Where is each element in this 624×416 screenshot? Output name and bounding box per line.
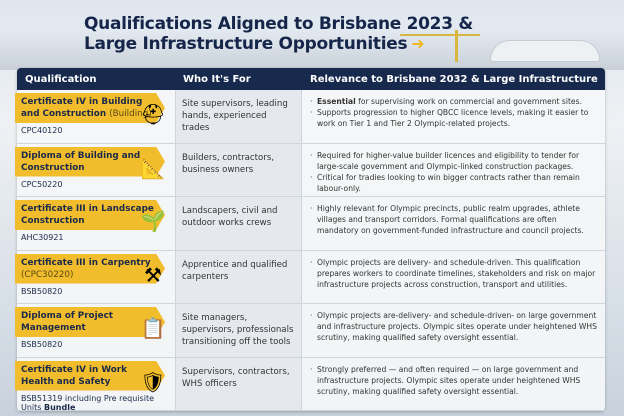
relevance-point: Highly relevant for Olympic precincts, p… <box>310 203 599 236</box>
relevance-point: Essential for supervising work on commer… <box>310 96 599 107</box>
qualification-banner: Diploma of Project Management <box>15 307 165 337</box>
qualification-subtitle: (CPC30220) <box>21 269 74 280</box>
hammer-saw-icon: ⚒ <box>144 262 162 287</box>
table-row: Diploma of Project Management 📋 BSB50820… <box>15 304 605 358</box>
header-who: Who It's For <box>183 73 251 85</box>
code-extra: Bundle <box>44 402 76 412</box>
point-emphasis: Essential <box>317 97 356 106</box>
qualification-code: CPC50220 <box>21 180 62 189</box>
code-text: CPC50220 <box>21 179 63 189</box>
qualification-banner: Certificate III in Landscape Constructio… <box>15 200 165 230</box>
point-text: Required for higher-value builder licenc… <box>317 150 580 171</box>
point-text: for supervising work on commercial and g… <box>355 97 582 106</box>
who-cell: Apprentice and qualified carpenters <box>175 250 302 303</box>
code-text: CPC40120 <box>21 126 63 135</box>
point-text: Strongly preferred — and often required … <box>317 364 581 396</box>
qualification-banner: Certificate III in Carpentry (CPC30220) <box>15 253 165 284</box>
relevance-point: Critical for tradies looking to win bigg… <box>310 172 599 194</box>
safety-shield-icon: 🛡 <box>140 369 166 394</box>
qualification-cell: Diploma of Project Management 📋 BSB50820 <box>15 304 175 357</box>
table-header: Qualification Who It's For Relevance to … <box>17 68 605 90</box>
qualification-cell: Diploma of Building and Construction 📐 C… <box>15 144 175 197</box>
qualification-cell: Certificate III in Landscape Constructio… <box>15 197 175 250</box>
qualification-banner: Certificate IV in Work Health and Safety <box>15 360 165 391</box>
who-cell: Landscapers, civil and outdoor works cre… <box>175 197 302 250</box>
table-row: Certificate III in Landscape Constructio… <box>15 197 605 251</box>
qualification-code: BSB50820 <box>21 287 62 296</box>
relevance-cell: Strongly preferred — and often required … <box>302 358 605 411</box>
page-title: Qualifications Aligned to Brisbane 2023 … <box>84 14 473 54</box>
code-text: AHC30921 <box>21 233 64 242</box>
qualification-name: Certificate III in Landscape Constructio… <box>21 204 154 226</box>
blueprint-icon: 📐 <box>140 155 166 180</box>
relevance-point: Olympic projects are-delivery- and sched… <box>310 310 599 343</box>
relevance-cell: Olympic projects are-delivery- and sched… <box>302 304 605 357</box>
relevance-cell: Highly relevant for Olympic precincts, p… <box>302 197 605 250</box>
qualification-banner: Diploma of Building and Construction <box>15 146 165 177</box>
qualification-cell: Certificate IV in Work Health and Safety… <box>15 358 175 412</box>
who-cell: Site managers, supervisors, professional… <box>175 304 302 357</box>
point-text: Highly relevant for Olympic precincts, p… <box>317 204 584 235</box>
qualification-name: Diploma of Project Management <box>21 311 114 333</box>
qualification-name: Diploma of Building and Construction <box>21 150 141 173</box>
header-qualification: Qualification <box>25 73 97 85</box>
table-row: Certificate IV in Building and Construct… <box>15 90 605 144</box>
qualification-cell: Certificate III in Carpentry (CPC30220) … <box>15 251 175 304</box>
qualification-name: Certificate IV in Building and Construct… <box>21 97 143 119</box>
table-row: Certificate IV in Work Health and Safety… <box>15 357 605 412</box>
relevance-cell: Essential for supervising work on commer… <box>302 90 605 143</box>
header-relevance: Relevance to Brisbane 2032 & Large Infra… <box>310 73 598 85</box>
point-text: Olympic projects are delivery- and sched… <box>317 257 596 289</box>
point-text: Olympic projects are-delivery- and sched… <box>317 311 597 342</box>
who-cell: Supervisors, contractors, WHS officers <box>175 357 302 410</box>
qualification-cell: Certificate IV in Building and Construct… <box>15 90 175 143</box>
relevance-cell: Olympic projects are delivery- and sched… <box>302 251 605 304</box>
arrow-right-icon: ➜ <box>411 34 425 53</box>
title-line-1: Qualifications Aligned to Brisbane 2023 … <box>84 14 473 34</box>
table-row: Certificate III in Carpentry (CPC30220) … <box>15 250 605 304</box>
qualification-code: AHC30921 <box>21 233 64 242</box>
point-text: Critical for tradies looking to win bigg… <box>317 172 580 193</box>
relevance-point: Strongly preferred — and often required … <box>310 364 599 397</box>
stadium-illustration <box>490 40 600 62</box>
code-text: BSB50820 <box>21 340 63 349</box>
code-text: BSB51319 including Pre requisite Units <box>21 393 154 412</box>
qualification-name: Certificate III in Carpentry <box>21 257 151 268</box>
relevance-cell: Required for higher-value builder licenc… <box>302 144 605 197</box>
hard-hat-icon: ⛑ <box>140 102 166 126</box>
crane-arm <box>400 34 480 36</box>
table-row: Diploma of Building and Construction 📐 C… <box>15 143 605 197</box>
who-cell: Builders, contractors, business owners <box>175 143 302 196</box>
point-text: Supports progression to higher QBCC lice… <box>317 108 589 128</box>
qualification-code: BSB51319 including Pre requisite Units B… <box>21 394 175 412</box>
qualifications-table: Qualification Who It's For Relevance to … <box>15 68 605 412</box>
relevance-point: Supports progression to higher QBCC lice… <box>310 107 599 129</box>
seedling-trowel-icon: 🌱 <box>140 209 166 233</box>
code-text: BSB50820 <box>21 286 63 296</box>
relevance-point: Required for higher-value builder licenc… <box>310 150 599 172</box>
qualification-code: BSB50820 <box>21 340 62 349</box>
title-line-2: Large Infrastructure Opportunities <box>84 34 408 54</box>
qualification-name: Certificate IV in Work Health and Safety <box>21 364 127 387</box>
who-cell: Site supervisors, leading hands, experie… <box>175 90 302 143</box>
qualification-subtitle: (Building) <box>109 109 152 119</box>
relevance-point: Olympic projects are delivery- and sched… <box>310 257 599 290</box>
qualification-banner: Certificate IV in Building and Construct… <box>15 93 165 123</box>
crane-illustration <box>455 30 458 62</box>
qualification-code: CPC40120 <box>21 126 62 135</box>
project-plan-icon: 📋 <box>140 316 166 340</box>
